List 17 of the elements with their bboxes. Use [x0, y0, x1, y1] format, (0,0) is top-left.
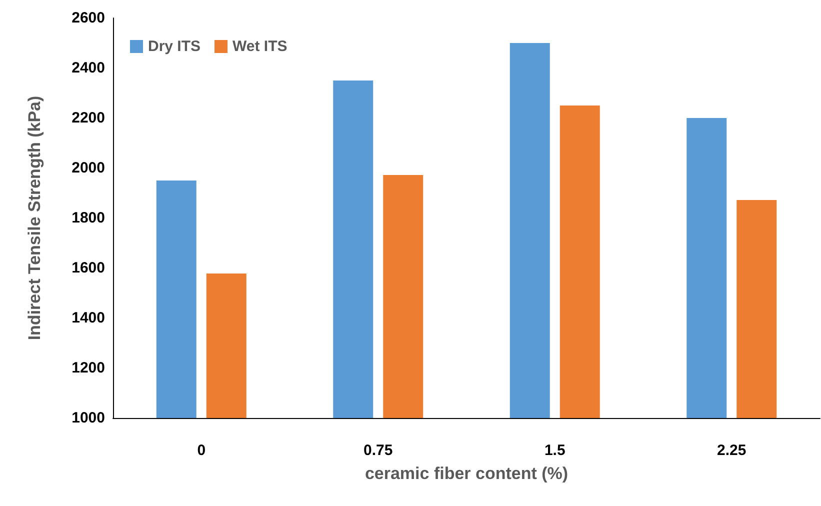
y-tick-label: 1400	[72, 310, 105, 326]
y-tick-label: 2600	[72, 10, 105, 26]
y-tick-label: 2200	[72, 110, 105, 126]
y-tick-label: 2400	[72, 60, 105, 76]
legend-label: Wet ITS	[232, 38, 288, 55]
y-tick-label: 1200	[72, 360, 105, 376]
x-axis-title: ceramic fiber content (%)	[364, 464, 568, 483]
x-tick-label: 0.75	[364, 442, 393, 459]
x-tick-label: 0	[197, 442, 206, 459]
legend-label: Dry ITS	[148, 38, 201, 55]
x-tick-label: 1.5	[544, 442, 566, 459]
y-tick-label: 2000	[72, 160, 105, 176]
y-tick-label: 1600	[72, 260, 105, 276]
y-tick-label: 1000	[72, 410, 105, 426]
x-tick-label: 2.25	[717, 442, 746, 459]
y-axis-title: Indirect Tensile Strength (kPa)	[25, 96, 44, 340]
y-tick-label: 1800	[72, 210, 105, 226]
